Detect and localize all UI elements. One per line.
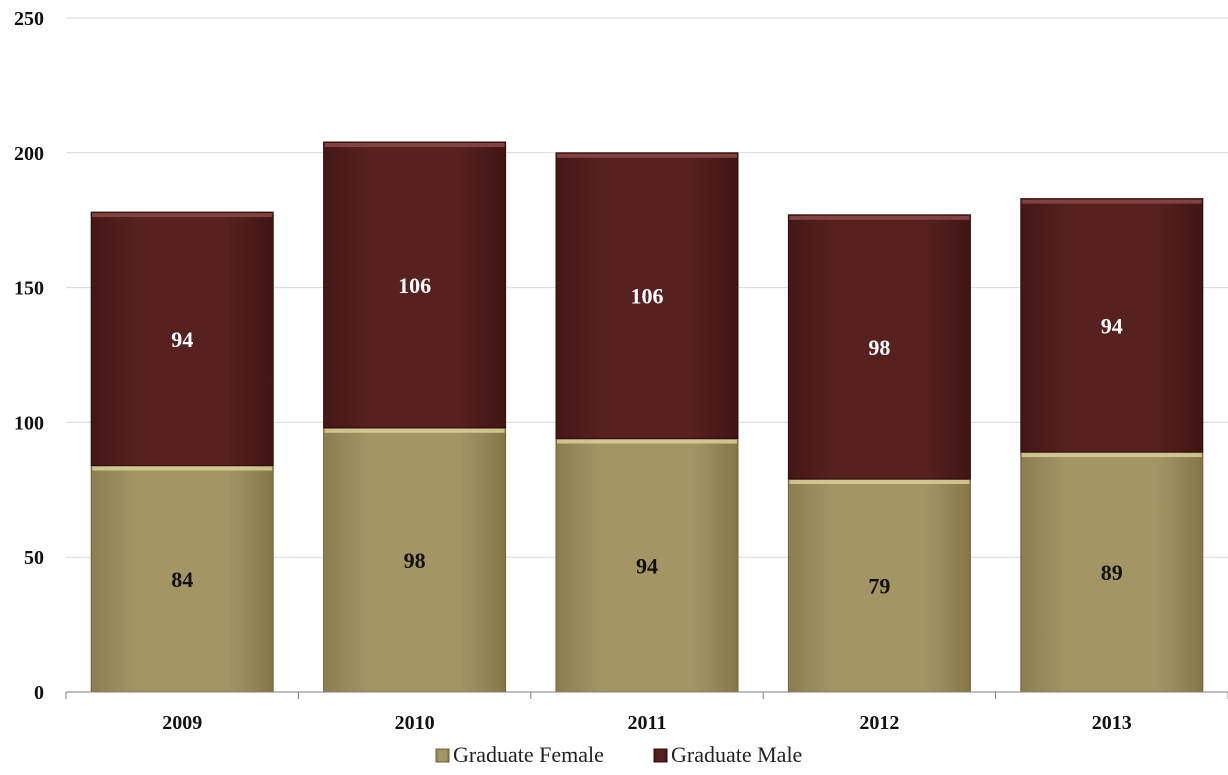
bar-graduate-female	[323, 427, 507, 693]
bar-graduate-male	[90, 211, 274, 467]
data-label: 106	[631, 284, 664, 309]
y-tick-label: 50	[24, 547, 44, 569]
data-label: 98	[404, 548, 426, 573]
x-tick-label: 2010	[395, 712, 435, 734]
data-label: 106	[398, 273, 431, 298]
x-axis	[65, 691, 1228, 699]
y-axis-ticks: 0 50 100 150 200 250	[14, 8, 44, 704]
legend-label: Graduate Male	[671, 742, 802, 767]
bars	[90, 141, 1204, 693]
y-tick-label: 250	[14, 8, 44, 30]
x-tick-label: 2013	[1092, 712, 1132, 734]
legend: Graduate Female Graduate Male	[435, 742, 802, 767]
bar-highlight	[324, 143, 505, 148]
bar-graduate-male	[323, 141, 507, 429]
bar-highlight	[92, 213, 273, 218]
data-label: 98	[868, 335, 890, 360]
data-label: 94	[1101, 313, 1123, 338]
legend-swatch	[435, 748, 450, 763]
bar-highlight	[557, 439, 737, 444]
bar-highlight	[789, 215, 970, 220]
x-tick-label: 2011	[628, 712, 667, 734]
y-tick-label: 150	[14, 278, 44, 300]
bar-highlight	[1021, 199, 1202, 204]
legend-label: Graduate Female	[453, 742, 604, 767]
data-label: 84	[171, 567, 193, 592]
x-tick-label: 2009	[162, 712, 202, 734]
bar-graduate-female	[555, 438, 739, 693]
data-label: 89	[1101, 560, 1123, 585]
bar-highlight	[789, 480, 970, 485]
bar-graduate-female	[787, 478, 971, 693]
data-label: 79	[868, 574, 890, 599]
bar-highlight	[324, 428, 505, 433]
x-axis-ticks: 2009 2010 2011 2012 2013	[162, 712, 1132, 734]
bar-graduate-male	[1020, 198, 1204, 453]
bar-graduate-male	[787, 214, 971, 480]
bar-graduate-female	[1020, 451, 1204, 693]
data-labels: 84 94 98 106 94 106 79 98 89 94	[171, 273, 1123, 599]
bar-highlight	[557, 153, 737, 158]
bar-highlight	[1021, 453, 1202, 458]
legend-swatch	[653, 748, 668, 763]
y-tick-label: 0	[34, 682, 44, 704]
x-tick-label: 2012	[859, 712, 899, 734]
bar-highlight	[92, 466, 273, 471]
y-tick-label: 200	[14, 143, 44, 165]
bar-graduate-male	[555, 152, 739, 440]
y-tick-label: 100	[14, 412, 44, 434]
data-label: 94	[636, 553, 658, 578]
bar-graduate-female	[90, 465, 274, 693]
data-label: 94	[171, 327, 193, 352]
